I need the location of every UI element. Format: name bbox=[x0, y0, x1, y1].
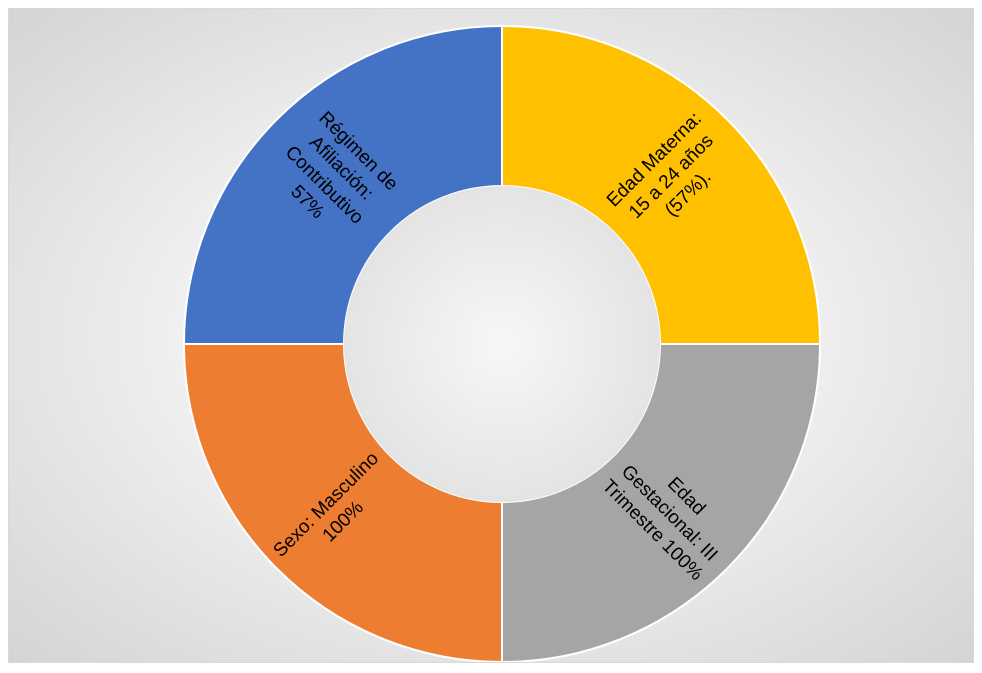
donut-hole bbox=[344, 186, 660, 502]
slices-layer bbox=[182, 24, 822, 662]
donut-chart: Edad Materna:15 a 24 años(57%).EdadGesta… bbox=[182, 24, 822, 662]
chart-area: Edad Materna:15 a 24 años(57%). EdadGesta… bbox=[8, 8, 974, 663]
